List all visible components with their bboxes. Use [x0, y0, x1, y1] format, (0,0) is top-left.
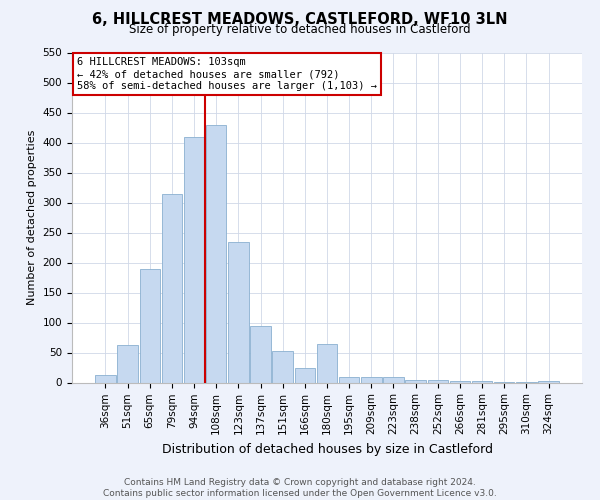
- Text: Contains HM Land Registry data © Crown copyright and database right 2024.
Contai: Contains HM Land Registry data © Crown c…: [103, 478, 497, 498]
- Bar: [472, 380, 493, 382]
- Bar: [161, 194, 182, 382]
- Bar: [250, 326, 271, 382]
- Bar: [538, 380, 559, 382]
- Bar: [450, 380, 470, 382]
- Bar: [339, 376, 359, 382]
- Bar: [272, 350, 293, 382]
- Bar: [118, 346, 138, 383]
- Bar: [95, 376, 116, 382]
- Y-axis label: Number of detached properties: Number of detached properties: [27, 130, 37, 305]
- Bar: [428, 380, 448, 382]
- Text: Size of property relative to detached houses in Castleford: Size of property relative to detached ho…: [129, 22, 471, 36]
- Bar: [361, 376, 382, 382]
- Text: 6, HILLCREST MEADOWS, CASTLEFORD, WF10 3LN: 6, HILLCREST MEADOWS, CASTLEFORD, WF10 3…: [92, 12, 508, 28]
- Bar: [295, 368, 315, 382]
- Bar: [317, 344, 337, 382]
- Bar: [228, 242, 248, 382]
- Bar: [206, 124, 226, 382]
- Bar: [184, 136, 204, 382]
- Bar: [406, 380, 426, 382]
- X-axis label: Distribution of detached houses by size in Castleford: Distribution of detached houses by size …: [161, 442, 493, 456]
- Text: 6 HILLCREST MEADOWS: 103sqm
← 42% of detached houses are smaller (792)
58% of se: 6 HILLCREST MEADOWS: 103sqm ← 42% of det…: [77, 58, 377, 90]
- Bar: [140, 268, 160, 382]
- Bar: [383, 376, 404, 382]
